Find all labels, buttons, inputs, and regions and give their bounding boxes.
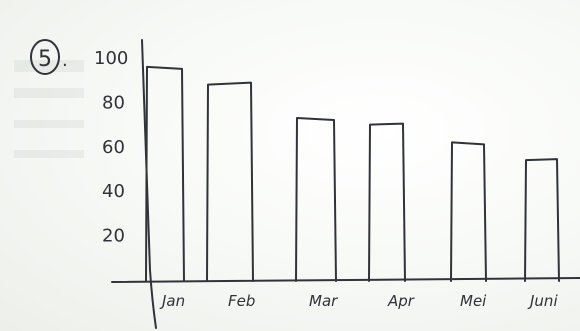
y-tick-label-80: 80 bbox=[102, 92, 125, 113]
y-tick-label-20: 20 bbox=[102, 226, 125, 247]
bar-feb bbox=[206, 81, 254, 282]
x-label-feb: Feb bbox=[228, 292, 255, 310]
bar-apr bbox=[368, 122, 406, 282]
x-axis-line bbox=[111, 277, 580, 283]
bar-juni bbox=[524, 158, 560, 282]
y-tick-label-60: 60 bbox=[102, 137, 125, 158]
y-tick-label-100: 100 bbox=[94, 48, 128, 69]
x-label-jan: Jan bbox=[159, 292, 185, 310]
problem-number: 5 bbox=[38, 47, 52, 72]
x-tick-labels: Jan Feb Mar Apr Mei Juni bbox=[159, 292, 558, 310]
problem-number-circle: 5 . bbox=[30, 39, 68, 75]
eraser-smudge bbox=[14, 60, 84, 158]
x-label-mar: Mar bbox=[309, 292, 338, 310]
y-tick-label-40: 40 bbox=[102, 181, 125, 202]
y-tick-labels: 100 80 60 40 20 bbox=[94, 48, 128, 247]
bar-jan bbox=[145, 65, 185, 282]
y-axis-line bbox=[141, 39, 157, 329]
x-label-mei: Mei bbox=[460, 292, 487, 310]
x-label-juni: Juni bbox=[527, 292, 558, 310]
x-label-apr: Apr bbox=[387, 292, 415, 310]
bar-mei bbox=[450, 141, 487, 282]
bar-mar bbox=[295, 116, 337, 282]
problem-number-dot: . bbox=[62, 50, 68, 71]
bar-group bbox=[145, 65, 560, 282]
